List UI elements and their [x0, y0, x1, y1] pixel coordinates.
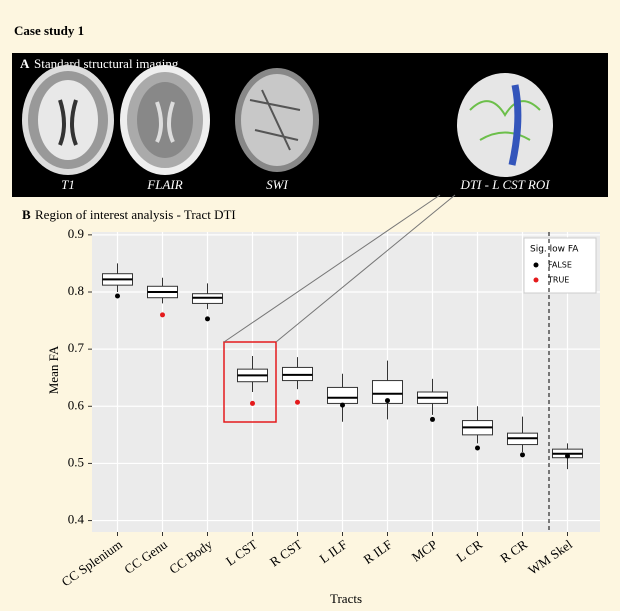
brain-dti — [457, 73, 553, 177]
y-tick-label: 0.8 — [68, 283, 84, 298]
brain-t1 — [22, 65, 114, 175]
page: {"header": {"title": "Case study 1"}, "p… — [0, 0, 620, 611]
image-label: DTI - L CST ROI — [459, 177, 550, 192]
patient-point — [430, 417, 435, 422]
patient-point — [250, 401, 255, 406]
y-tick-label: 0.9 — [68, 226, 84, 241]
y-axis-label: Mean FA — [46, 345, 61, 394]
patient-point — [205, 316, 210, 321]
patient-point — [475, 446, 480, 451]
patient-point — [385, 398, 390, 403]
patient-point — [160, 312, 165, 317]
y-tick-label: 0.6 — [68, 397, 85, 412]
patient-point — [295, 400, 300, 405]
image-label: FLAIR — [146, 177, 182, 192]
legend-label: TRUE — [547, 276, 569, 285]
brain-flair — [120, 65, 210, 175]
x-axis-label: Tracts — [330, 591, 362, 606]
y-tick-label: 0.5 — [68, 454, 84, 469]
panel-label: B — [22, 207, 31, 222]
legend-label: FALSE — [548, 261, 572, 270]
legend-marker — [534, 263, 539, 268]
legend-marker — [534, 278, 539, 283]
patient-point — [340, 403, 345, 408]
image-label: SWI — [266, 177, 288, 192]
chart-title: Region of interest analysis - Tract DTI — [35, 207, 236, 222]
figure: Case study 1 A Standard structural imagi… — [0, 0, 620, 611]
box — [328, 387, 358, 403]
y-tick-label: 0.7 — [68, 340, 85, 355]
panel-label: A — [20, 56, 30, 71]
patient-point — [520, 452, 525, 457]
image-label: T1 — [61, 177, 75, 192]
brain-swi — [235, 68, 319, 172]
case-title: Case study 1 — [14, 23, 84, 38]
y-tick-label: 0.4 — [68, 512, 85, 527]
patient-point — [115, 294, 120, 299]
legend-title: Sig. low FA — [530, 245, 579, 255]
patient-point — [565, 454, 570, 459]
